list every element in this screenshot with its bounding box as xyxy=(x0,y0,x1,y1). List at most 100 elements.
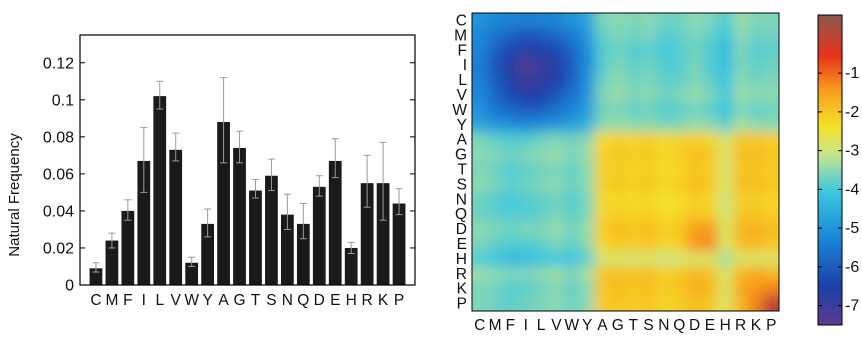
heatmap-cell xyxy=(748,132,765,148)
colorbar-tick-label: -6 xyxy=(845,259,859,276)
heatmap-cell xyxy=(748,57,765,74)
heatmap-cell xyxy=(533,296,550,311)
y-tick-label: 0 xyxy=(65,278,74,295)
heatmap-cell xyxy=(594,266,611,282)
heatmap-cell xyxy=(640,42,657,59)
bar xyxy=(281,214,294,285)
y-tick-label: 0.06 xyxy=(43,166,74,183)
heatmap-cell xyxy=(610,281,627,297)
heatmap-cell xyxy=(472,236,488,252)
heatmap-cell xyxy=(594,206,611,223)
x-tick-label: W xyxy=(184,292,199,309)
heatmap-cell xyxy=(518,57,534,74)
x-tick-label: K xyxy=(378,292,389,309)
heatmap-cell xyxy=(548,281,565,297)
heatmap-cell xyxy=(625,42,642,59)
heatmap-cell xyxy=(610,117,627,133)
x-tick-label: P xyxy=(394,292,404,309)
heatmap-cell xyxy=(502,72,519,89)
heatmap-cell xyxy=(763,296,779,311)
heatmap-cell xyxy=(702,57,719,74)
heatmap-cell xyxy=(732,72,749,89)
heatmap-cell xyxy=(656,162,673,178)
heatmap-cell xyxy=(533,132,550,148)
heatmap-cell xyxy=(671,13,688,29)
x-tick-label: R xyxy=(362,292,373,309)
bar xyxy=(328,160,342,285)
heatmap-cell xyxy=(610,236,627,252)
heatmap-cell xyxy=(671,117,688,133)
heatmap-cell xyxy=(625,176,642,193)
heatmap-cell xyxy=(564,72,581,89)
heatmap-cell xyxy=(763,87,779,103)
col-label: Q xyxy=(673,317,685,334)
bar xyxy=(233,147,246,285)
heatmap-cell xyxy=(717,27,734,44)
row-label: I xyxy=(463,57,467,74)
bar xyxy=(169,149,183,285)
heatmap-cell xyxy=(487,176,504,193)
x-tick-label: I xyxy=(142,292,146,309)
heatmap-cell xyxy=(594,191,611,208)
y-tick-label: 0.12 xyxy=(43,55,74,72)
heatmap-cell xyxy=(763,27,779,44)
heatmap-cell xyxy=(610,57,627,74)
y-tick-label: 0.08 xyxy=(43,129,74,146)
heatmap-cell xyxy=(502,296,519,311)
heatmap-cell xyxy=(502,206,519,223)
col-label: F xyxy=(506,317,515,334)
heatmap-cell xyxy=(487,27,504,44)
heatmap-cell xyxy=(656,266,673,282)
heatmap-cell xyxy=(579,221,596,238)
heatmap-cell xyxy=(702,147,719,163)
heatmap-cell xyxy=(472,176,488,193)
heatmap-cell xyxy=(487,102,504,118)
heatmap-cell xyxy=(610,13,627,29)
heatmap-cell xyxy=(640,296,657,311)
heatmap-cell xyxy=(518,236,534,252)
heatmap-cell xyxy=(564,57,581,74)
heatmap-cell xyxy=(702,102,719,118)
heatmap-cell xyxy=(671,27,688,44)
heatmap-cell xyxy=(502,251,519,267)
heatmap-cell xyxy=(671,132,688,148)
heatmap-cell xyxy=(732,251,749,267)
x-tick-label: H xyxy=(346,292,357,309)
heatmap-cell xyxy=(548,42,565,59)
heatmap-cell xyxy=(472,147,488,163)
heatmap-cell xyxy=(487,117,504,133)
row-label: L xyxy=(458,72,467,89)
x-tick-label: F xyxy=(123,292,132,309)
heatmap-cell xyxy=(610,191,627,208)
heatmap-cell xyxy=(763,162,779,178)
heatmap-cell xyxy=(625,221,642,238)
row-label: D xyxy=(456,221,467,238)
heatmap-cell xyxy=(748,147,765,163)
heatmap-cell xyxy=(594,221,611,238)
heatmap-cell xyxy=(610,162,627,178)
heatmap-cell xyxy=(579,13,596,29)
heatmap-cell xyxy=(640,236,657,252)
y-tick-label: 0.02 xyxy=(43,240,74,257)
col-label: T xyxy=(628,317,638,334)
heatmap-cell xyxy=(717,57,734,74)
heatmap-cell xyxy=(594,27,611,44)
row-label: R xyxy=(456,266,467,283)
heatmap-cell xyxy=(717,87,734,103)
col-label: W xyxy=(564,317,579,334)
heatmap-cell xyxy=(610,251,627,267)
heatmap-cell xyxy=(640,206,657,223)
heatmap-cell xyxy=(656,206,673,223)
heatmap-cell xyxy=(671,236,688,252)
heatmap-cell xyxy=(732,281,749,297)
heatmap-cell xyxy=(548,117,565,133)
heatmap-cell xyxy=(640,72,657,89)
heatmap-cell xyxy=(579,72,596,89)
heatmap-cell xyxy=(671,221,688,238)
heatmap-cell xyxy=(702,13,719,29)
heatmap-cell xyxy=(518,13,534,29)
heatmap-cell xyxy=(717,266,734,282)
heatmap-cell xyxy=(625,57,642,74)
